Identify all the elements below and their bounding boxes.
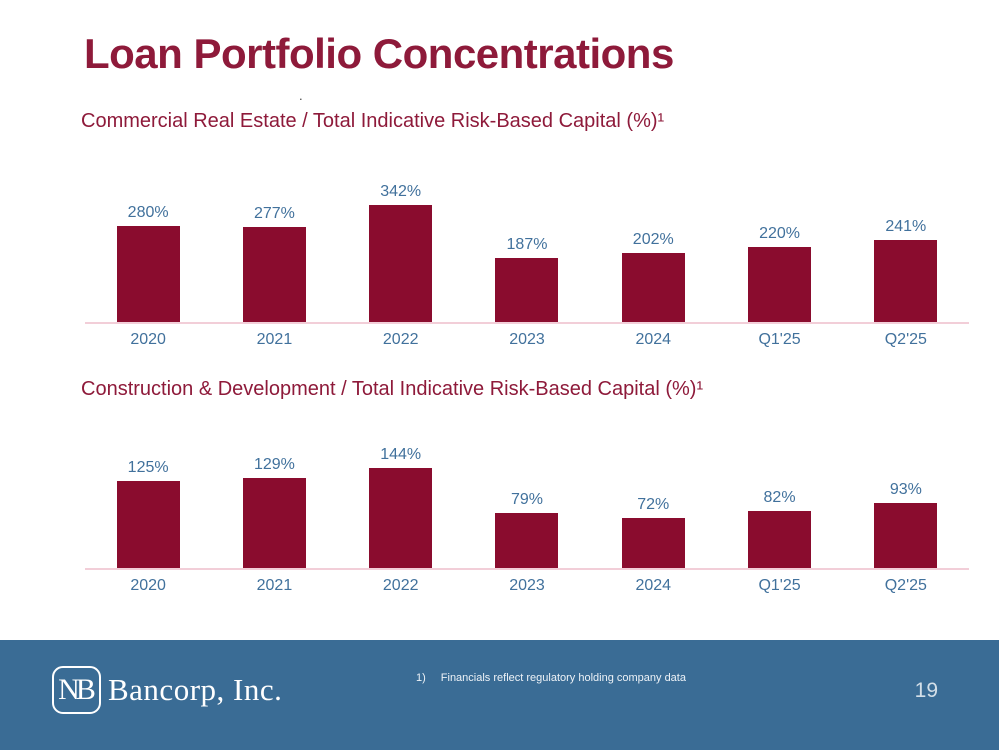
bar-value-label: 220% [759, 224, 800, 242]
category-label: Q1'25 [758, 577, 801, 594]
bar [242, 227, 306, 322]
logo-monogram-text: NB [58, 673, 96, 706]
category-label: 2020 [130, 577, 166, 594]
bar-value-label: 79% [510, 490, 543, 508]
bar [748, 510, 812, 568]
bar [748, 246, 812, 322]
bar-column: 72% [590, 425, 716, 568]
footnote-marker: 1) [416, 672, 426, 684]
bar [369, 205, 433, 322]
bar [116, 226, 180, 322]
cre-plot-area: 280% 277% 342% 187% 202% 220% 241% [85, 175, 969, 324]
bar-column: 144% [338, 425, 464, 568]
bar-value-label: 93% [889, 481, 922, 499]
footnote-text: Financials reflect regulatory holding co… [440, 672, 686, 684]
bar [369, 467, 433, 568]
bar [874, 503, 938, 568]
category-label: 2022 [382, 577, 419, 594]
category-label: 2024 [635, 577, 672, 594]
bar-value-label: 82% [763, 488, 796, 506]
bar [242, 478, 306, 568]
category-label: 2024 [635, 331, 672, 348]
bar-column: 202% [590, 175, 716, 322]
bar-value-label: 187% [506, 236, 548, 254]
bar-column: 342% [338, 175, 464, 322]
bar-value-label: 125% [127, 458, 169, 476]
bar-column: 93% [843, 425, 969, 568]
footer-band [0, 640, 999, 750]
category-label: 2021 [256, 577, 293, 594]
cnd-category-axis: 2020 2021 2022 2023 2024 Q1'25 Q2'25 [85, 577, 969, 595]
bar-column: 277% [211, 175, 337, 322]
bar-value-label: 280% [127, 204, 169, 222]
bar-column: 241% [843, 175, 969, 322]
bar-column: 125% [85, 425, 211, 568]
cre-chart-title: Commercial Real Estate / Total Indicativ… [81, 110, 665, 132]
cnd-concentration-chart: 125% 129% 144% 79% 72% 82% 93% 2020 2021 2022 202… [85, 425, 969, 595]
logo-nb-monogram: NB [52, 666, 101, 714]
bar [495, 258, 559, 322]
bar-value-label: 202% [632, 230, 674, 248]
bar-value-label: 144% [380, 445, 422, 463]
category-label: 2023 [509, 577, 545, 594]
stray-period-mark: . [299, 88, 303, 103]
bar-column: 280% [85, 175, 211, 322]
category-label: Q2'25 [884, 331, 927, 348]
cre-category-axis: 2020 2021 2022 2023 2024 Q1'25 Q2'25 [85, 331, 969, 349]
page-title: Loan Portfolio Concentrations [84, 30, 674, 77]
logo-company-name: Bancorp, Inc. [108, 672, 283, 707]
bar [621, 517, 685, 568]
bar-column: 129% [211, 425, 337, 568]
bar-column: 79% [464, 425, 590, 568]
bar [874, 239, 938, 322]
bar [621, 252, 685, 322]
bar-column: 82% [716, 425, 842, 568]
footnote: 1) Financials reflect regulatory holding… [416, 672, 686, 684]
bar-value-label: 342% [380, 183, 422, 201]
category-label: Q2'25 [884, 577, 927, 594]
bar-value-label: 277% [253, 205, 295, 223]
category-label: 2021 [256, 331, 293, 348]
bar-column: 220% [716, 175, 842, 322]
category-label: Q1'25 [758, 331, 801, 348]
cre-concentration-chart: 280% 277% 342% 187% 202% 220% 241% 2020 2021 202… [85, 175, 969, 349]
bar-column: 187% [464, 175, 590, 322]
category-label: 2020 [130, 331, 166, 348]
bar [495, 512, 559, 568]
bar-value-label: 72% [637, 495, 670, 513]
bar [116, 480, 180, 568]
page-number: 19 [914, 679, 938, 702]
category-label: 2023 [509, 331, 545, 348]
cnd-chart-title: Construction & Development / Total Indic… [81, 378, 704, 400]
bar-value-label: 241% [885, 217, 927, 235]
company-logo: NB Bancorp, Inc. [52, 666, 282, 714]
bar-value-label: 129% [253, 456, 295, 474]
category-label: 2022 [382, 331, 419, 348]
cnd-plot-area: 125% 129% 144% 79% 72% 82% 93% [85, 425, 969, 570]
